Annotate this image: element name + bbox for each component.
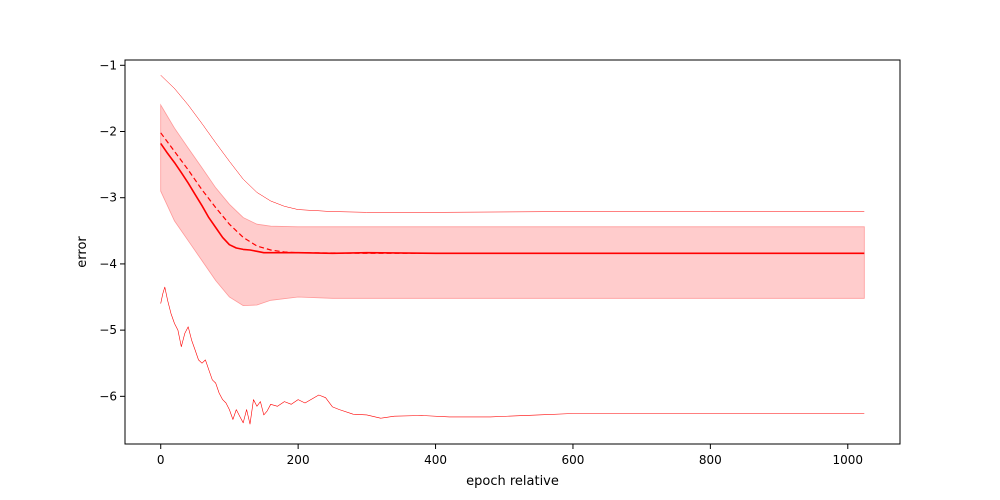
x-tick-label: 1000 bbox=[833, 453, 864, 467]
dashed-line bbox=[160, 132, 865, 254]
y-tick-label: −2 bbox=[99, 125, 117, 139]
plot-area bbox=[160, 75, 865, 425]
y-tick-label: −6 bbox=[99, 389, 117, 403]
x-tick-label: 200 bbox=[287, 453, 310, 467]
x-tick-label: 400 bbox=[424, 453, 447, 467]
confidence-band bbox=[160, 103, 865, 307]
y-axis-label: error bbox=[75, 236, 90, 268]
axes-frame bbox=[124, 59, 901, 445]
x-axis: 0 200 400 600 800 1000 bbox=[157, 444, 863, 467]
y-tick-label: −5 bbox=[99, 323, 117, 337]
y-axis: −1 −2 −3 −4 −5 −6 bbox=[99, 58, 125, 403]
y-tick-label: −1 bbox=[99, 58, 117, 72]
x-tick-label: 800 bbox=[699, 453, 722, 467]
upper-thin-line bbox=[160, 75, 865, 213]
x-tick-label: 0 bbox=[157, 453, 165, 467]
lower-noisy-line bbox=[160, 286, 865, 425]
x-axis-label: epoch relative bbox=[466, 474, 559, 489]
y-tick-label: −3 bbox=[99, 191, 117, 205]
y-tick-label: −4 bbox=[99, 257, 117, 271]
x-tick-label: 600 bbox=[562, 453, 585, 467]
